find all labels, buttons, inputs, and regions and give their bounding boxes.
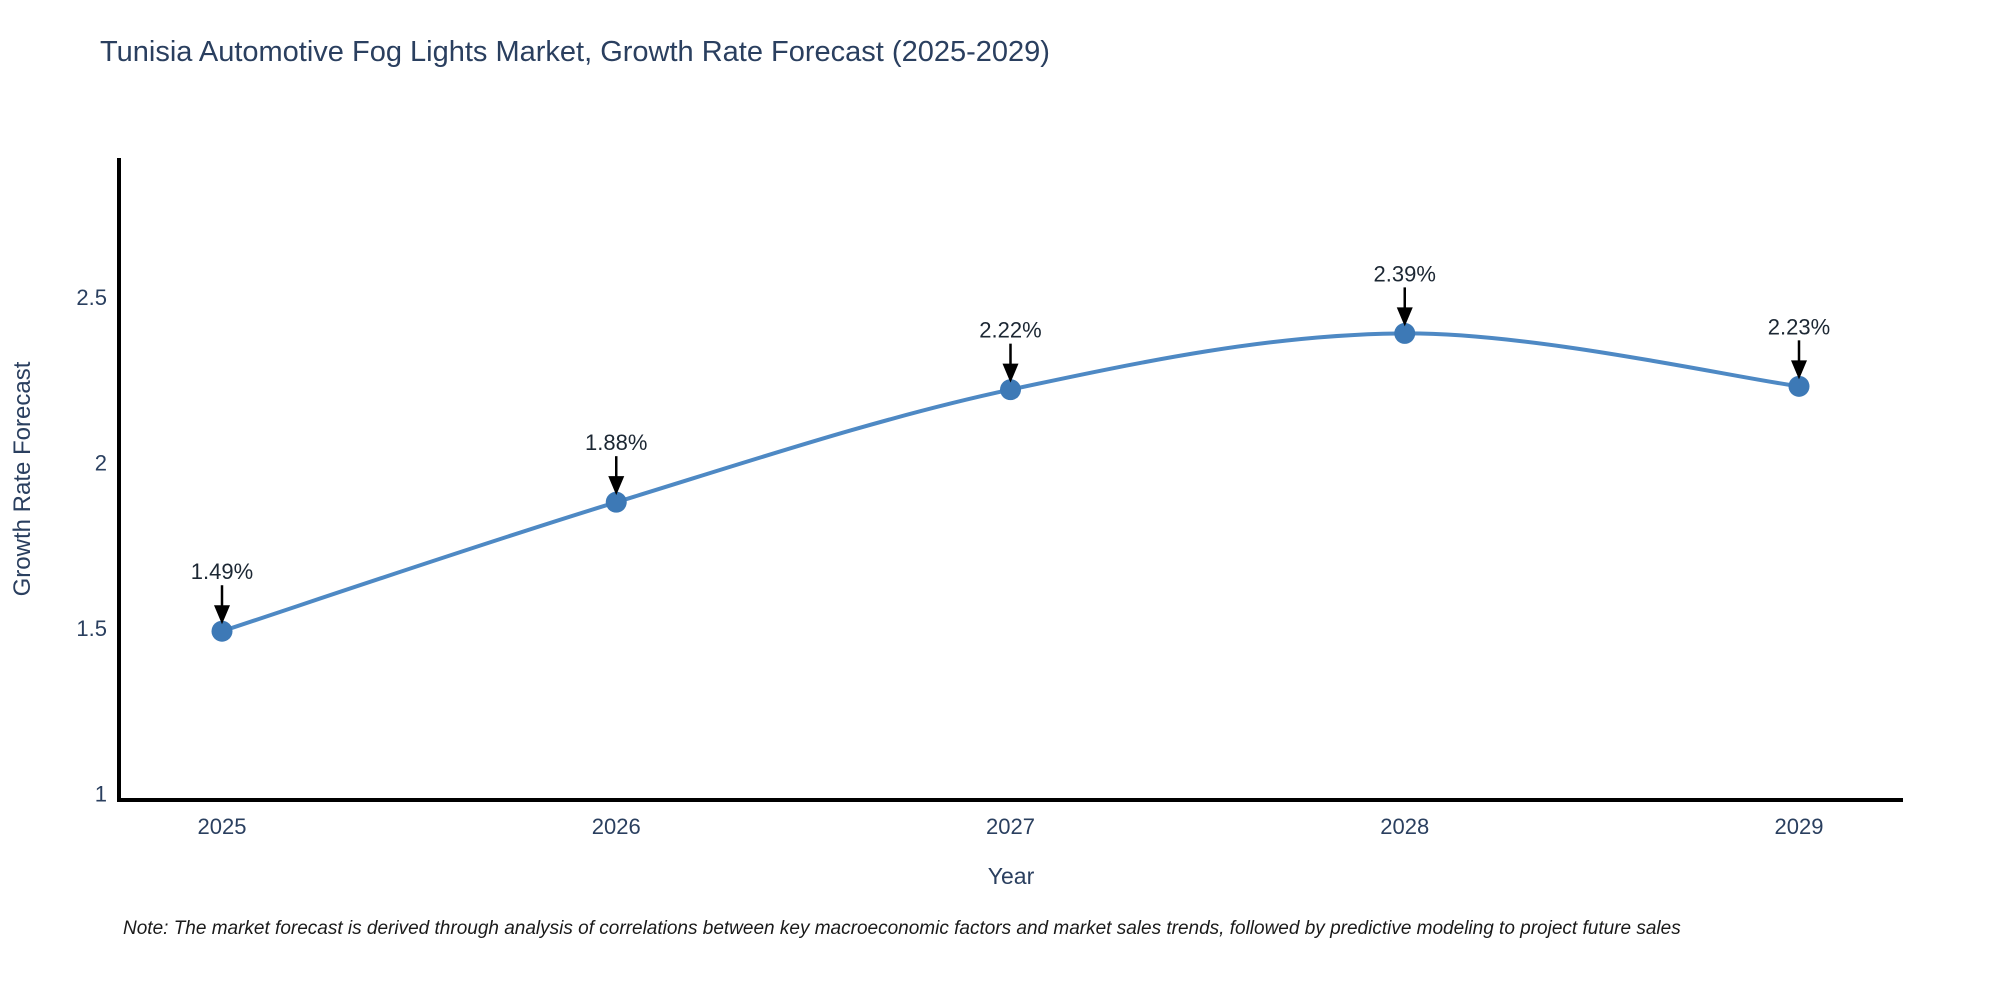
data-point-marker	[211, 620, 233, 642]
data-point-marker	[605, 491, 627, 513]
x-tick-label: 2026	[592, 814, 641, 839]
x-tick-label: 2029	[1775, 814, 1824, 839]
footnote: Note: The market forecast is derived thr…	[123, 918, 1681, 939]
annotation-arrowhead	[214, 605, 230, 625]
y-axis-title: Growth Rate Forecast	[9, 361, 36, 596]
chart-title: Tunisia Automotive Fog Lights Market, Gr…	[100, 36, 1050, 68]
y-tick-label: 1	[95, 781, 107, 806]
x-tick-label: 2025	[198, 814, 247, 839]
y-tick-label: 2.5	[76, 285, 107, 310]
data-point-marker	[1788, 375, 1810, 397]
data-point-marker	[1000, 379, 1021, 401]
x-tick-label: 2027	[986, 814, 1035, 839]
y-tick-label: 1.5	[76, 616, 107, 641]
annotation-arrowhead	[1002, 363, 1019, 383]
data-point-marker	[1394, 322, 1416, 344]
annotation-label: 1.49%	[191, 559, 253, 584]
annotation-arrowhead	[1791, 360, 1807, 380]
annotation-label: 2.22%	[979, 318, 1041, 343]
y-tick-label: 2	[95, 450, 107, 475]
annotation-label: 2.39%	[1374, 261, 1436, 286]
x-axis-title: Year	[988, 863, 1035, 889]
annotation-arrowhead	[1396, 307, 1413, 327]
annotation-label: 2.23%	[1768, 314, 1830, 339]
x-tick-label: 2028	[1380, 814, 1429, 839]
annotation-label: 1.88%	[585, 430, 647, 455]
annotation-arrowhead	[608, 476, 625, 496]
